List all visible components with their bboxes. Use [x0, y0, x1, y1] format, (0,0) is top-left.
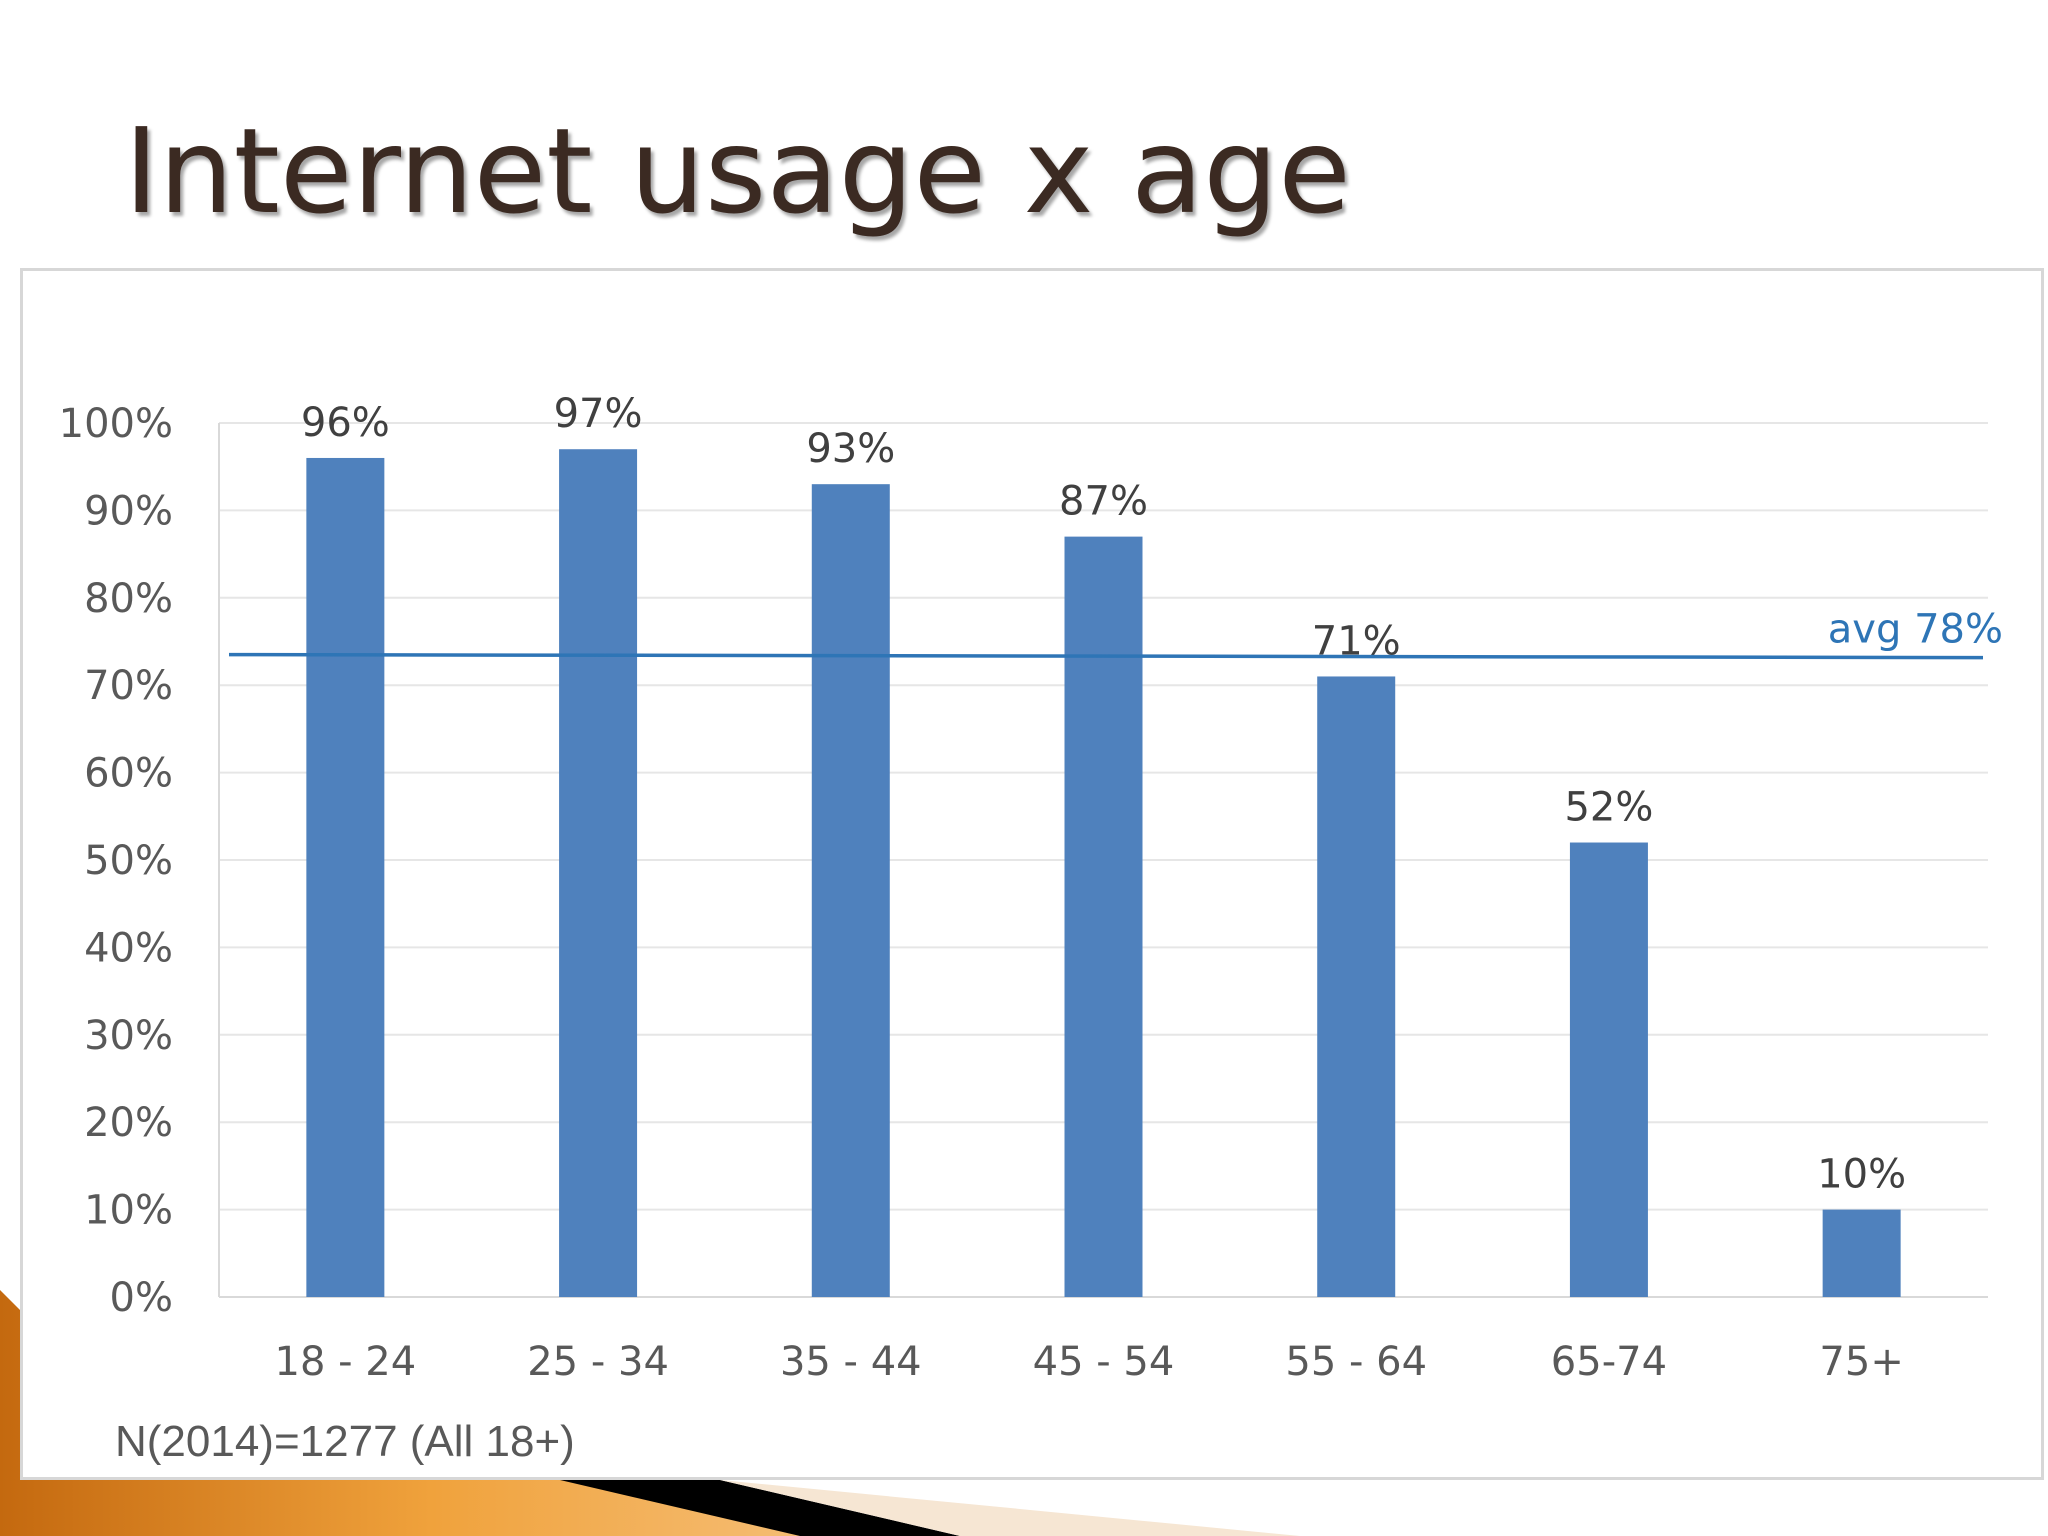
bar — [306, 457, 385, 1297]
x-tick-label: 35 - 44 — [780, 1339, 922, 1385]
y-tick-label: 100% — [59, 401, 173, 447]
average-line — [228, 652, 1984, 660]
x-tick-label: 75+ — [1819, 1339, 1903, 1385]
y-tick-label: 70% — [84, 663, 173, 709]
chart-frame: 0% 10% 20% 30% 40% 50% 60% 70% 80% 90% 100% 96% 18 -… — [20, 268, 2044, 1480]
average-label: avg 78% — [1828, 607, 2003, 653]
y-tick-label: 40% — [84, 925, 173, 971]
y-tick-label: 20% — [84, 1100, 173, 1146]
y-tick-label: 30% — [84, 1013, 173, 1059]
y-tick-label: 50% — [84, 838, 173, 884]
y-tick-label: 0% — [110, 1275, 173, 1321]
chart-footnote: N(2014)=1277 (All 18+) — [115, 1417, 575, 1466]
x-tick-label: 55 - 64 — [1285, 1339, 1427, 1385]
slide-title: Internet usage x age — [124, 102, 1351, 240]
x-tick-label: 25 - 34 — [527, 1339, 669, 1385]
bar — [1317, 676, 1396, 1297]
x-tick-label: 18 - 24 — [275, 1339, 417, 1385]
x-tick-label: 45 - 54 — [1033, 1339, 1175, 1385]
bar-chart: 0% 10% 20% 30% 40% 50% 60% 70% 80% 90% 100% 96% 18 -… — [59, 391, 2003, 1385]
bar — [1064, 536, 1143, 1297]
x-tick-label: 65-74 — [1551, 1339, 1667, 1385]
y-tick-label: 80% — [84, 576, 173, 622]
y-tick-label: 60% — [84, 751, 173, 797]
bar — [1569, 842, 1648, 1297]
bar — [559, 449, 638, 1298]
bar — [1822, 1209, 1901, 1297]
data-label: 93% — [806, 426, 895, 472]
y-tick-label: 10% — [84, 1188, 173, 1234]
data-label: 97% — [554, 391, 643, 437]
bar — [811, 484, 890, 1297]
data-label: 87% — [1059, 479, 1148, 525]
data-label: 52% — [1564, 785, 1653, 831]
data-label: 10% — [1817, 1152, 1906, 1198]
data-label: 96% — [301, 400, 390, 446]
y-tick-label: 90% — [84, 488, 173, 534]
